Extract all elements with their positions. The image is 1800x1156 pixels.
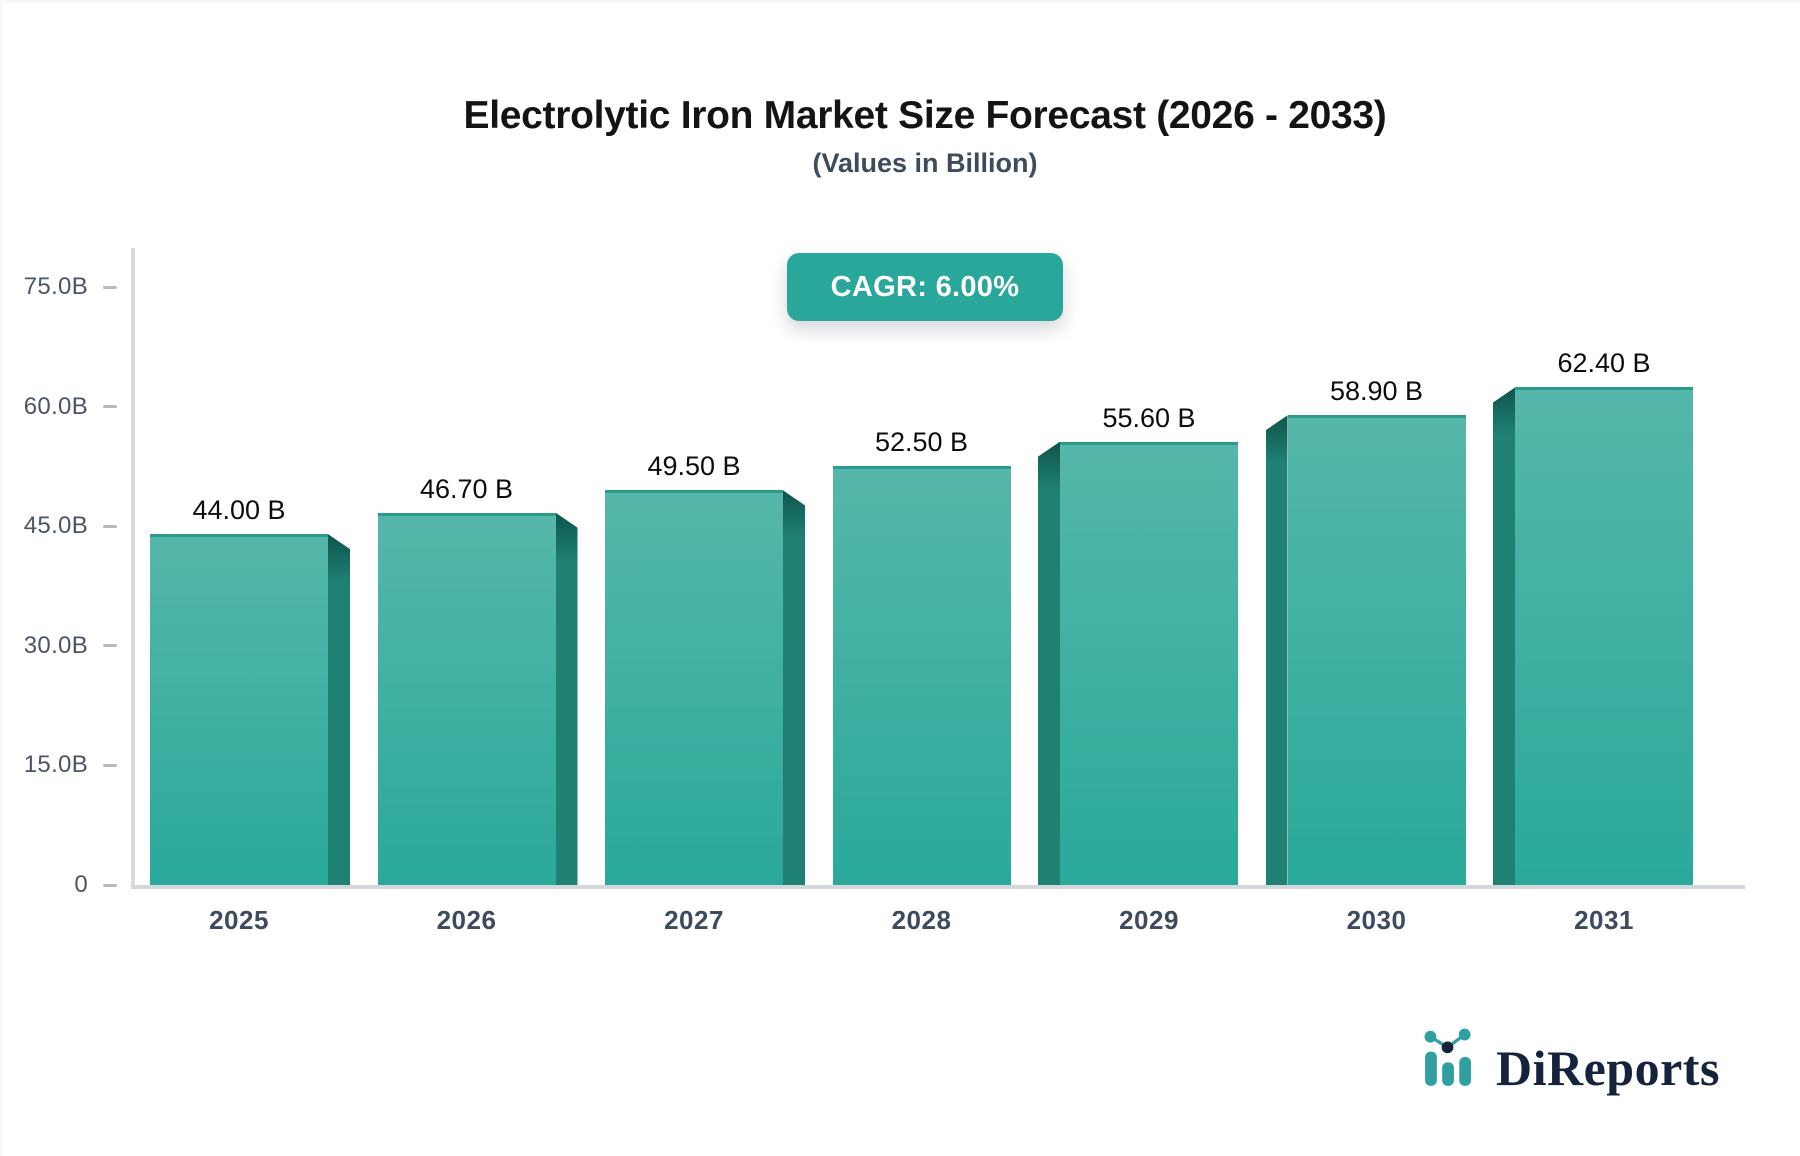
y-tick-mark	[103, 763, 117, 767]
y-tick-label-0: 0	[74, 871, 88, 898]
bar-value-2027: 49.50 B	[647, 451, 741, 482]
direports-logo: DiReports	[1422, 1026, 1720, 1093]
x-axis-label-2027: 2027	[664, 905, 724, 935]
bar-value-2029: 55.60 B	[1102, 402, 1196, 433]
bar-value-2028: 52.50 B	[874, 427, 969, 458]
x-axis-label-2029: 2029	[1119, 905, 1179, 935]
x-axis-label-2028: 2028	[891, 905, 952, 935]
y-tick-mark	[103, 405, 117, 409]
x-axis-label-2030: 2030	[1346, 905, 1407, 935]
bar-side-2025	[328, 534, 350, 885]
bar-side-2027	[783, 490, 805, 885]
y-tick-label-15.0B: 15.0B	[23, 751, 88, 779]
bar-2027	[605, 490, 783, 885]
y-tick-mark	[103, 285, 117, 289]
x-axis-label-2031: 2031	[1574, 905, 1634, 935]
bar-side-2026	[555, 512, 578, 885]
y-tick-label-60.0B: 60.0B	[23, 392, 88, 420]
y-tick-mark	[103, 524, 117, 528]
chart-title: Electrolytic Iron Market Size Forecast (…	[463, 94, 1387, 137]
logo-text: DiReports	[1496, 1040, 1720, 1096]
bar-2031	[1515, 387, 1693, 885]
y-tick-label-45.0B: 45.0B	[23, 512, 88, 540]
y-tick-label-30.0B: 30.0B	[23, 631, 88, 659]
y-tick-mark	[103, 883, 117, 887]
chart-subtitle: (Values in Billion)	[812, 148, 1038, 178]
bar-value-2030: 58.90 B	[1329, 376, 1424, 407]
bar-2028	[832, 466, 1011, 885]
x-axis-label-2025: 2025	[209, 905, 269, 935]
bar-2030	[1287, 415, 1466, 885]
bar-value-2031: 62.40 B	[1557, 348, 1651, 379]
bar-value-2025: 44.00 B	[192, 495, 286, 526]
bar-value-2026: 46.70 B	[419, 473, 514, 504]
bar-2026	[377, 512, 556, 885]
bar-side-2031	[1493, 387, 1515, 885]
y-tick-mark	[103, 644, 117, 648]
cagr-badge: CAGR: 6.00%	[787, 253, 1063, 321]
y-axis-line	[131, 248, 135, 888]
bar-side-2030	[1265, 415, 1288, 885]
bar-side-2029	[1038, 441, 1060, 885]
x-axis-line	[131, 885, 1745, 889]
x-axis-label-2026: 2026	[436, 905, 497, 935]
bar-line-chart-logo-icon	[1424, 1028, 1472, 1086]
bar-2025	[150, 534, 328, 885]
bar-2029	[1060, 441, 1238, 885]
y-tick-label-75.0B: 75.0B	[23, 273, 88, 300]
